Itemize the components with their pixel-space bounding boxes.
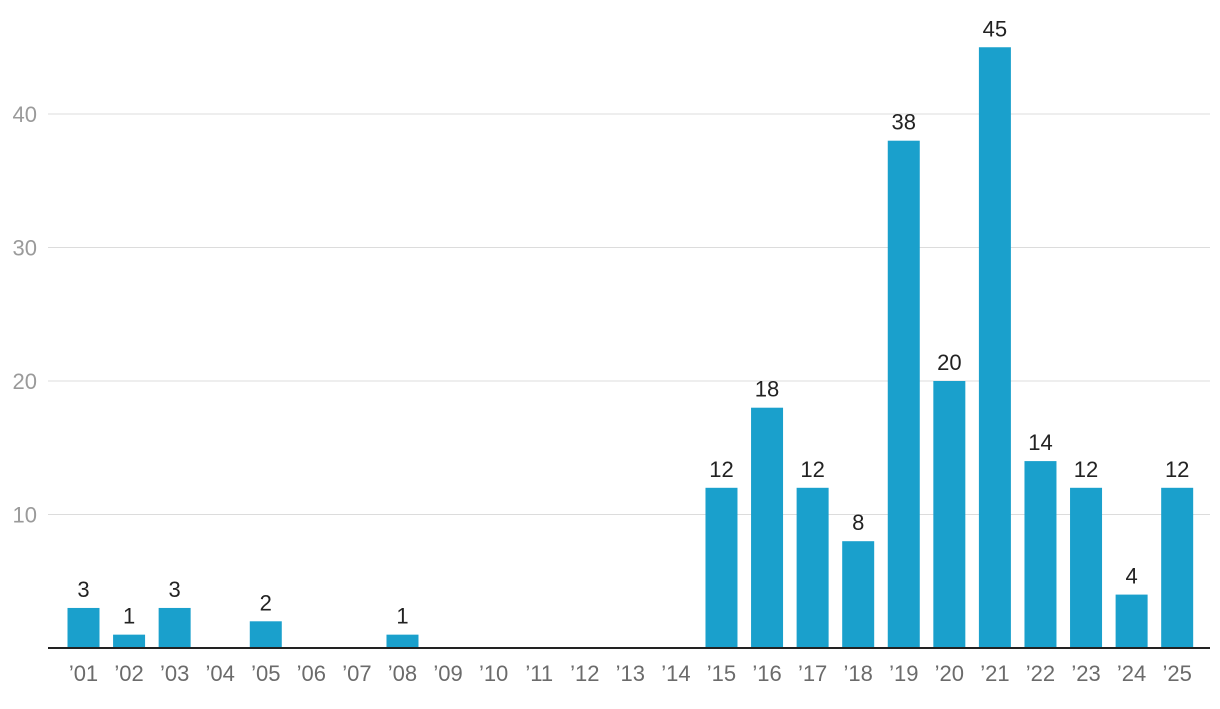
bar-15 [705,487,738,648]
bar-17 [796,487,829,648]
bar-value-label-1: 3 [77,577,89,602]
bar-value-label-23: 12 [1074,457,1098,482]
bar-5 [249,621,282,648]
x-tick-label-9: ’09 [433,661,462,686]
y-tick-label-20: 20 [13,369,37,394]
bar-22 [1024,461,1057,648]
x-tick-label-6: ’06 [297,661,326,686]
bar-25 [1161,487,1194,648]
x-tick-label-11: ’11 [525,661,553,686]
x-tick-label-7: ’07 [342,661,371,686]
grid-layer [48,113,1210,515]
y-axis: 10 20 30 40 [13,102,37,528]
bar-value-label-3: 3 [169,577,181,602]
bar-2 [113,634,146,648]
bar-value-label-8: 1 [396,604,408,629]
x-tick-label-4: ’04 [206,661,235,686]
bar-value-label-19: 38 [892,110,916,135]
x-tick-label-13: ’13 [616,661,645,686]
x-tick-label-3: ’03 [160,661,189,686]
x-tick-label-24: ’24 [1117,661,1146,686]
bar-value-label-15: 12 [709,457,733,482]
x-tick-label-23: ’23 [1071,661,1100,686]
x-tick-label-15: ’15 [707,661,736,686]
bar-value-label-21: 45 [983,16,1007,41]
bar-23 [1070,487,1103,648]
x-tick-label-21: ’21 [980,661,1009,686]
y-tick-label-30: 30 [13,236,37,261]
x-tick-label-12: ’12 [570,661,599,686]
x-tick-label-2: ’02 [114,661,143,686]
bar-3 [158,607,191,648]
x-tick-label-16: ’16 [752,661,781,686]
bar-8 [386,634,419,648]
y-tick-label-40: 40 [13,102,37,127]
x-tick-label-14: ’14 [661,661,690,686]
x-tick-label-25: ’25 [1163,661,1192,686]
x-tick-label-18: ’18 [844,661,873,686]
x-tick-label-5: ’05 [251,661,280,686]
bar-value-label-16: 18 [755,377,779,402]
bar-20 [933,381,966,648]
bar-value-label-22: 14 [1028,430,1052,455]
bar-18 [842,541,875,648]
x-tick-label-8: ’08 [388,661,417,686]
value-labels: 3 1 3 2 1 12 18 12 8 38 20 45 14 12 4 12 [77,16,1189,628]
bar-21 [978,47,1011,648]
bars [67,47,1194,648]
bar-value-label-18: 8 [852,510,864,535]
bar-value-label-17: 12 [800,457,824,482]
x-tick-label-19: ’19 [889,661,918,686]
bar-value-label-2: 1 [123,604,135,629]
bar-value-label-24: 4 [1125,564,1137,589]
x-tick-label-17: ’17 [798,661,827,686]
y-tick-label-10: 10 [13,503,37,528]
x-tick-label-10: ’10 [479,661,508,686]
bar-16 [751,407,784,648]
x-axis: ’01 ’02 ’03 ’04 ’05 ’06 ’07 ’08 ’09 ’10 ’11 ’12 ’13 ’… [69,661,1192,686]
bar-1 [67,607,100,648]
bar-value-label-25: 12 [1165,457,1189,482]
bar-value-label-20: 20 [937,350,961,375]
bar-19 [887,140,920,648]
x-tick-label-20: ’20 [935,661,964,686]
x-tick-label-22: ’22 [1026,661,1055,686]
x-tick-label-1: ’01 [69,661,98,686]
bar-value-label-5: 2 [260,590,272,615]
bar-24 [1115,594,1148,648]
